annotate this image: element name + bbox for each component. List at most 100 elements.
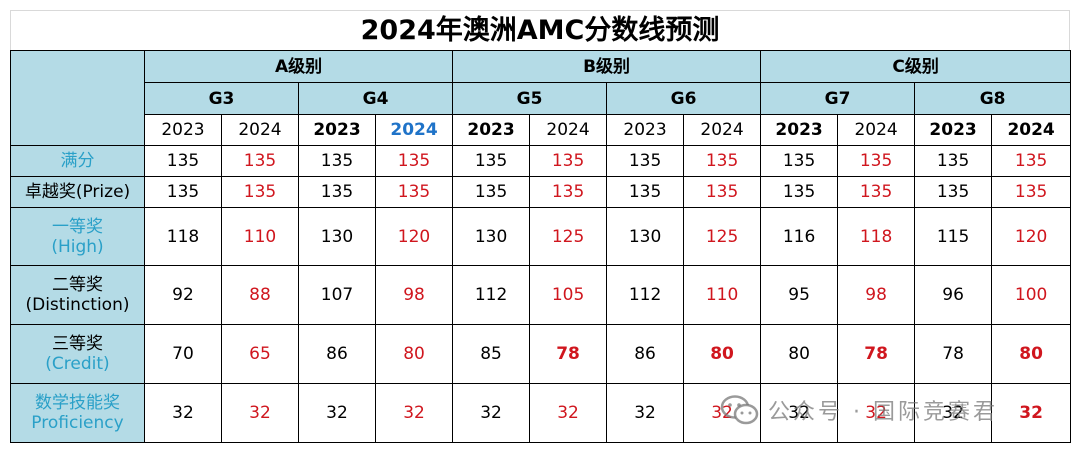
table-cell: 80 — [374, 324, 454, 384]
row-label: 三等奖 (Credit) — [10, 324, 145, 384]
table-cell: 135 — [529, 145, 608, 177]
table-cell: 112 — [606, 265, 685, 325]
table-cell: 32 — [374, 383, 454, 443]
row-label-text: 卓越奖(Prize) — [24, 182, 131, 202]
row-label: 满分 — [10, 145, 145, 177]
table-cell: 32 — [298, 383, 376, 443]
grade-header-row: G3 G4 G5 G6 G7 G8 — [11, 82, 1072, 115]
row-label-subtext: Proficiency — [31, 413, 124, 433]
level-header-row: A级别 B级别 C级别 — [10, 50, 1072, 146]
table-cell: 85 — [452, 324, 531, 384]
table-row: 卓越奖(Prize) 135 135 135 135 135 135 135 1… — [10, 176, 1072, 208]
table-cell: 32 — [837, 383, 916, 443]
table-cell: 120 — [374, 207, 454, 266]
table-cell: 135 — [529, 176, 608, 208]
row-label: 卓越奖(Prize) — [10, 176, 145, 208]
year-header: 2023 — [606, 114, 685, 146]
table-row: 三等奖 (Credit) 70 65 86 80 85 78 86 80 80 … — [10, 324, 1072, 384]
row-label-subtext: (High) — [51, 236, 104, 257]
table-cell: 135 — [221, 145, 299, 177]
row-label-subtext: (Distinction) — [25, 295, 130, 315]
table-cell: 135 — [683, 145, 762, 177]
level-header-a: A级别 — [143, 50, 454, 83]
table-cell: 130 — [606, 207, 685, 266]
table-cell: 135 — [298, 176, 376, 208]
table-cell: 86 — [298, 324, 376, 384]
table-cell: 32 — [914, 383, 993, 443]
table-cell: 135 — [837, 176, 916, 208]
table-cell: 80 — [683, 324, 762, 384]
table-cell: 110 — [683, 265, 762, 325]
table-cell: 120 — [991, 207, 1072, 266]
grade-header-g3: G3 — [144, 82, 299, 115]
table-cell: 32 — [760, 383, 839, 443]
table-cell: 135 — [914, 176, 993, 208]
table-cell: 135 — [298, 145, 376, 177]
level-header-c: C级别 — [760, 50, 1072, 83]
table-cell: 92 — [144, 265, 222, 325]
year-header: 2024 — [683, 114, 762, 146]
table-cell: 80 — [991, 324, 1072, 384]
table-cell: 135 — [144, 145, 222, 177]
table-cell: 78 — [837, 324, 916, 384]
table-cell: 32 — [452, 383, 531, 443]
table-cell: 135 — [606, 176, 685, 208]
table-cell: 78 — [914, 324, 993, 384]
table-cell: 135 — [144, 176, 222, 208]
year-header: 2023 — [760, 114, 839, 146]
year-header: 2023 — [914, 114, 993, 146]
table-cell: 118 — [144, 207, 222, 266]
table-cell: 110 — [221, 207, 299, 266]
year-header: 2024 — [529, 114, 608, 146]
grade-header-g6: G6 — [606, 82, 762, 115]
table-cell: 112 — [452, 265, 531, 325]
document-frame: 2024年澳洲AMC分数线预测 A级别 B级别 C级别 G3 G4 G5 G6 … — [10, 10, 1072, 443]
table-cell: 135 — [760, 176, 839, 208]
row-label-text: 数学技能奖 — [35, 393, 120, 413]
table-cell: 118 — [837, 207, 916, 266]
table-cell: 125 — [529, 207, 608, 266]
row-label: 数学技能奖 Proficiency — [10, 383, 145, 443]
year-header: 2024 — [991, 114, 1072, 146]
table-cell: 135 — [683, 176, 762, 208]
grade-header-g8: G8 — [914, 82, 1072, 115]
score-table: A级别 B级别 C级别 G3 G4 G5 G6 G7 G8 2023 2024 … — [10, 50, 1072, 443]
table-cell: 65 — [221, 324, 299, 384]
table-cell: 88 — [221, 265, 299, 325]
row-label-text: 三等奖 — [52, 334, 103, 354]
row-label: 一等奖 (High) — [10, 207, 145, 266]
table-cell: 78 — [529, 324, 608, 384]
table-cell: 105 — [529, 265, 608, 325]
year-header: 2023 — [452, 114, 531, 146]
table-cell: 32 — [221, 383, 299, 443]
table-cell: 135 — [606, 145, 685, 177]
table-cell: 107 — [298, 265, 376, 325]
year-header: 2024 — [374, 114, 454, 146]
row-label-subtext: (Credit) — [45, 354, 110, 374]
table-cell: 32 — [991, 383, 1072, 443]
year-header-row: 2023 2024 2023 2024 2023 2024 2023 2024 … — [11, 114, 1072, 146]
table-cell: 135 — [452, 176, 531, 208]
table-cell: 135 — [991, 145, 1072, 177]
row-label-text: 一等奖 — [52, 216, 103, 237]
level-header-b: B级别 — [452, 50, 762, 83]
grade-header-g5: G5 — [452, 82, 608, 115]
table-cell: 96 — [914, 265, 993, 325]
table-row: 满分 135 135 135 135 135 135 135 135 135 1… — [10, 145, 1072, 177]
row-label-text: 二等奖 — [52, 275, 103, 295]
table-cell: 115 — [914, 207, 993, 266]
row-label-text: 满分 — [60, 151, 95, 171]
table-cell: 125 — [683, 207, 762, 266]
table-cell: 135 — [914, 145, 993, 177]
table-cell: 32 — [529, 383, 608, 443]
table-cell: 32 — [144, 383, 222, 443]
table-cell: 135 — [837, 145, 916, 177]
table-cell: 135 — [452, 145, 531, 177]
page-title: 2024年澳洲AMC分数线预测 — [10, 10, 1070, 50]
table-cell: 135 — [374, 145, 454, 177]
year-header: 2024 — [837, 114, 916, 146]
table-cell: 135 — [760, 145, 839, 177]
table-cell: 86 — [606, 324, 685, 384]
table-cell: 98 — [374, 265, 454, 325]
table-row: 一等奖 (High) 118 110 130 120 130 125 130 1… — [10, 207, 1072, 266]
